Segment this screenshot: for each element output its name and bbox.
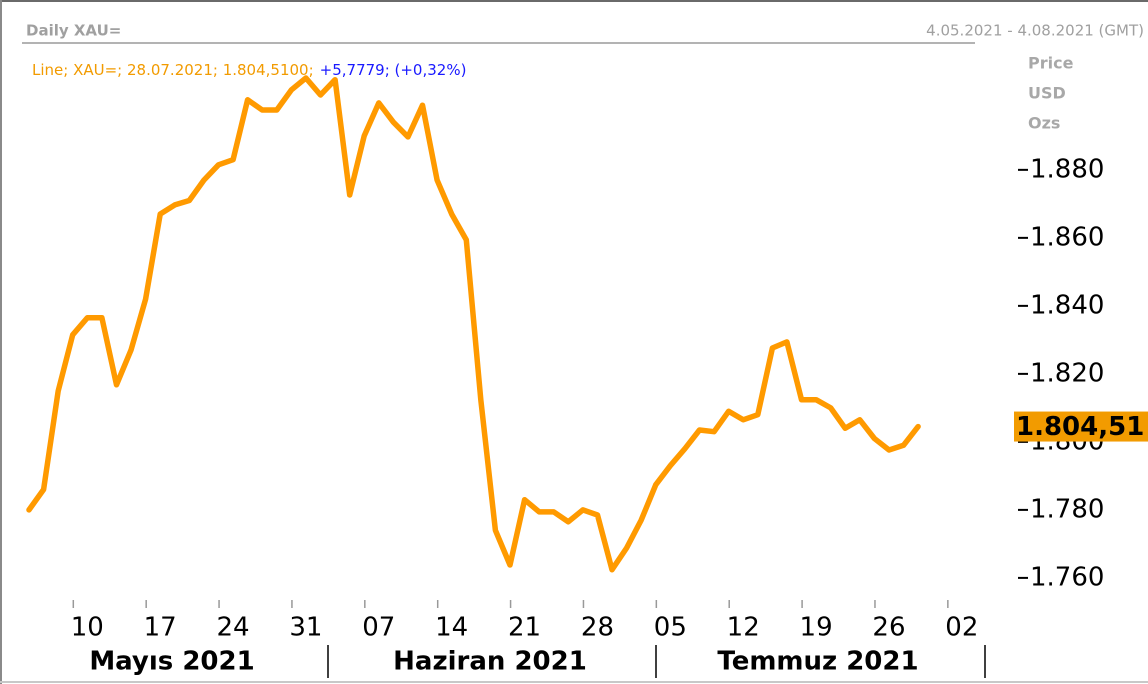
last-value-tag xyxy=(1014,411,1148,442)
x-tick-label: 02 xyxy=(945,613,978,643)
x-tick-label: 10 xyxy=(71,613,104,643)
legend: Line; XAU=; 28.07.2021; 1.804,5100; +5,77… xyxy=(32,61,466,79)
y-tick-label: 1.860 xyxy=(1030,222,1104,252)
date-range: 4.05.2021 - 4.08.2021 (GMT) xyxy=(926,22,1144,40)
x-tick-label: 19 xyxy=(800,613,833,643)
y-tick-label: 1.780 xyxy=(1030,494,1104,524)
x-tick-label: 14 xyxy=(435,613,468,643)
x-tick-label: 31 xyxy=(289,613,322,643)
y-axis-label: Price xyxy=(1028,54,1074,73)
x-tick-label: 21 xyxy=(508,613,541,643)
y-axis-label: Ozs xyxy=(1028,114,1060,133)
x-tick-label: 17 xyxy=(144,613,177,643)
y-axis-label: USD xyxy=(1028,84,1066,103)
y-tick-label: 1.840 xyxy=(1030,290,1104,320)
last-value-label: 1.804,51 xyxy=(1016,412,1144,442)
month-label: Haziran 2021 xyxy=(393,647,587,677)
month-label: Mayıs 2021 xyxy=(89,647,254,677)
y-tick-label: 1.880 xyxy=(1030,154,1104,184)
x-tick-label: 05 xyxy=(654,613,687,643)
x-tick-label: 26 xyxy=(872,613,905,643)
x-tick-label: 12 xyxy=(727,613,760,643)
legend-text: Line; XAU=; 28.07.2021; 1.804,5100; xyxy=(32,61,314,79)
chart-title: Daily XAU= xyxy=(26,22,121,40)
change-text: +5,7779; (+0,32%) xyxy=(320,61,467,79)
x-tick-label: 24 xyxy=(217,613,250,643)
price-line xyxy=(26,75,921,573)
y-tick-label: 1.760 xyxy=(1030,562,1104,592)
x-tick-label: 07 xyxy=(362,613,395,643)
x-tick-label: 28 xyxy=(581,613,614,643)
y-tick-label: 1.820 xyxy=(1030,358,1104,388)
month-label: Temmuz 2021 xyxy=(717,647,918,677)
